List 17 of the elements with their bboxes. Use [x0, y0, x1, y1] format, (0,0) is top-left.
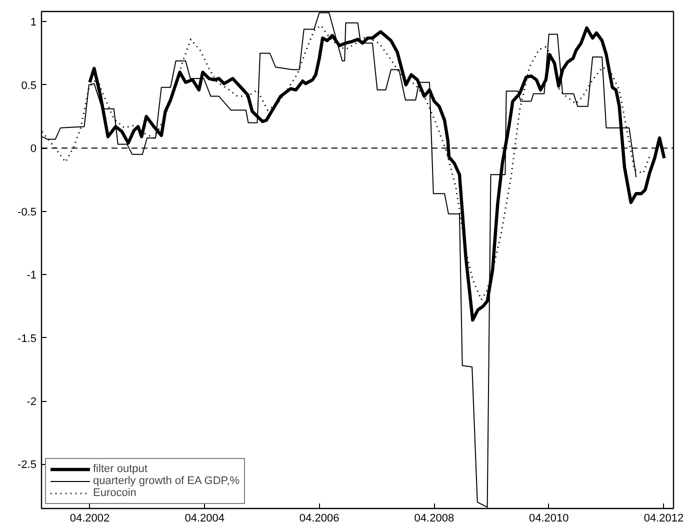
x-tick-label: 04.2010 [529, 512, 569, 524]
x-tick-label: 04.2006 [299, 512, 340, 524]
y-tick-label: -0.5 [18, 206, 37, 218]
legend-label: Eurocoin [93, 487, 136, 499]
x-tick-label: 04.2012 [644, 512, 684, 524]
legend-label: quarterly growth of EA GDP,% [93, 475, 240, 487]
y-tick-label: 1 [30, 16, 37, 29]
legend-label: filter output [93, 463, 148, 475]
x-tick-label: 04.2004 [184, 512, 224, 524]
y-tick-label: -1.5 [18, 332, 37, 345]
y-tick-label: 0 [30, 143, 37, 156]
x-tick-label: 04.2002 [70, 512, 110, 524]
y-tick-label: -1 [26, 270, 36, 282]
y-tick-label: -2 [26, 396, 36, 408]
x-tick-label: 04.2008 [414, 512, 454, 524]
y-tick-label: 0.5 [21, 80, 37, 92]
y-tick-label: -2.5 [18, 459, 37, 472]
